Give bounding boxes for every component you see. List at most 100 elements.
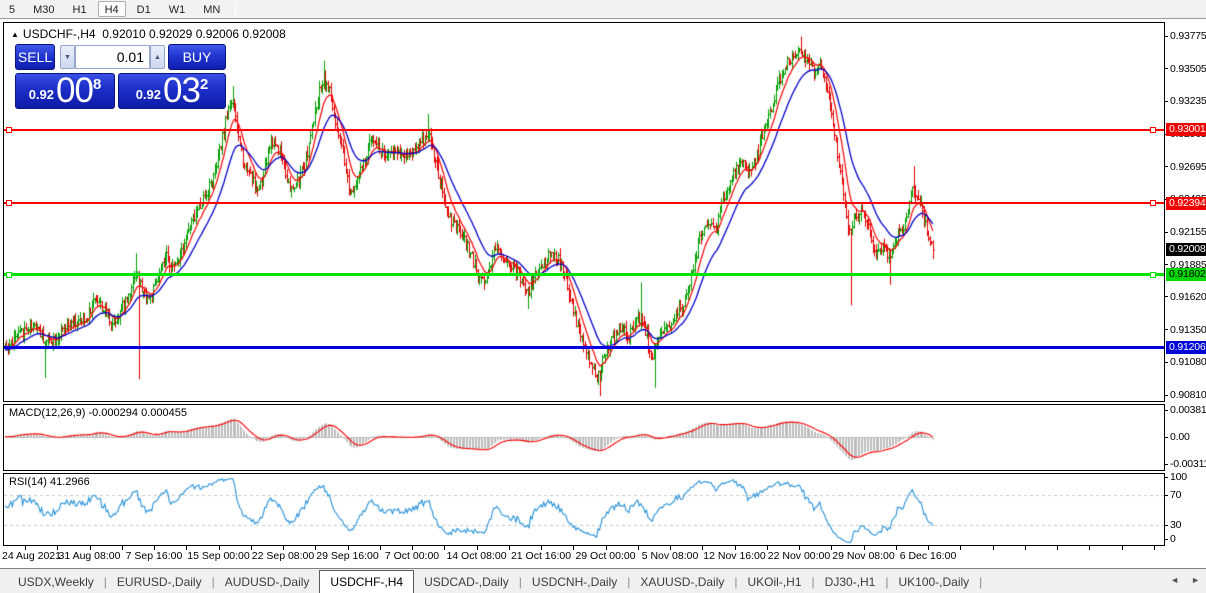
price-axis-tick xyxy=(1164,361,1168,363)
time-axis-tick xyxy=(121,546,123,550)
time-axis-tick xyxy=(154,546,155,550)
line-handle[interactable] xyxy=(6,271,12,278)
timeframe-button-w1[interactable]: W1 xyxy=(168,4,186,16)
tab-uk100-daily[interactable]: UK100-,Daily xyxy=(898,575,970,589)
time-axis-label: 7 Sep 16:00 xyxy=(125,550,183,562)
chart-symbol-label: USDCHF-,H4 xyxy=(22,27,96,41)
buy-button[interactable]: BUY xyxy=(168,44,226,70)
tab-eurusd-daily[interactable]: EURUSD-,Daily xyxy=(116,575,202,589)
price-axis-label: 0.93775 xyxy=(1170,30,1206,42)
chart-tabs-bar: USDX,Weekly | EURUSD-,Daily | AUDUSD-,Daily U… xyxy=(0,568,1206,593)
tab-separator: | xyxy=(734,575,738,589)
tab-separator: | xyxy=(211,575,215,589)
time-axis-tick xyxy=(218,546,220,550)
sell-price-pip: 8 xyxy=(92,76,102,93)
buy-price-pip: 2 xyxy=(199,76,209,93)
time-axis-tick xyxy=(25,546,26,550)
tab-usdx-weekly[interactable]: USDX,Weekly xyxy=(18,575,94,589)
rsi-axis-label: 30 xyxy=(1170,519,1182,531)
tab-audusd-daily[interactable]: AUDUSD-,Daily xyxy=(224,575,310,589)
timeframe-button-h1[interactable]: H1 xyxy=(72,4,87,16)
sell-price-display[interactable]: 0.92 00 8 xyxy=(15,73,115,109)
tab-separator: | xyxy=(811,575,815,589)
price-axis-tick xyxy=(1164,329,1168,331)
macd-chart-canvas[interactable] xyxy=(4,405,1164,470)
price-tag-0.91802: 0.91802 xyxy=(1166,268,1206,282)
time-axis-tick xyxy=(1089,546,1091,550)
timeframe-button-h4[interactable]: H4 xyxy=(97,1,126,17)
chart-ohlc-readout: 0.92010 0.92029 0.92006 0.92008 xyxy=(102,27,286,41)
sell-button[interactable]: SELL xyxy=(15,44,55,70)
buy-price-display[interactable]: 0.92 03 2 xyxy=(118,73,226,109)
price-axis-label: 0.91350 xyxy=(1170,323,1206,336)
price-axis-label: 0.91885 xyxy=(1170,258,1206,271)
chevron-down-icon: ▼ xyxy=(64,53,71,61)
line-handle[interactable] xyxy=(1150,126,1156,133)
tab-xauusd-daily[interactable]: XAUUSD-,Daily xyxy=(640,575,725,589)
price-axis-label: 0.92695 xyxy=(1170,160,1206,173)
line-handle[interactable] xyxy=(1150,200,1156,207)
line-handle[interactable] xyxy=(1150,271,1156,278)
chart-header: ▲ USDCHF-,H4 0.92010 0.92029 0.92006 0.92… xyxy=(11,27,286,41)
tab-usdchf-h4[interactable]: USDCHF-,H4 xyxy=(319,570,415,593)
price-axis-label: 0.91620 xyxy=(1170,290,1206,303)
price-axis-label: 0.93235 xyxy=(1170,95,1206,108)
timeframe-button-5[interactable]: 5 xyxy=(9,4,16,16)
collapse-panel-icon[interactable]: ▲ xyxy=(11,30,19,39)
time-axis-tick xyxy=(895,546,897,550)
tab-separator: | xyxy=(103,575,107,589)
time-axis-tick xyxy=(1024,546,1026,550)
time-axis-tick xyxy=(702,546,704,550)
macd-axis-label: 0.003811 xyxy=(1170,404,1206,416)
price-axis-tick xyxy=(1164,68,1168,70)
time-axis-label: 6 Dec 16:00 xyxy=(899,550,957,562)
time-axis-tick xyxy=(283,546,284,550)
time-axis-tick xyxy=(57,546,59,550)
tab-ukoil-h1[interactable]: UKOil-,H1 xyxy=(747,575,802,589)
volume-increase-button[interactable]: ▲ xyxy=(150,45,165,69)
time-axis-tick xyxy=(960,546,962,550)
macd-axis-label: -0.003115 xyxy=(1170,458,1206,470)
rsi-axis-label: 0 xyxy=(1170,533,1176,545)
horizontal-line-0.93001[interactable] xyxy=(4,128,1164,131)
time-axis-tick xyxy=(766,546,768,550)
time-axis-tick xyxy=(508,546,510,550)
time-axis-label: 24 Aug 2021 xyxy=(2,550,61,562)
timeframe-button-m30[interactable]: M30 xyxy=(33,4,55,16)
time-axis-label: 29 Nov 08:00 xyxy=(832,550,895,562)
price-axis-tick xyxy=(1164,231,1168,233)
time-axis-tick xyxy=(379,546,381,550)
macd-axis-label: 0.00 xyxy=(1170,431,1190,443)
rsi-chart-canvas[interactable] xyxy=(4,474,1164,545)
volume-decrease-button[interactable]: ▼ xyxy=(60,45,75,69)
price-axis-tick xyxy=(1164,264,1168,266)
line-handle[interactable] xyxy=(6,126,12,133)
horizontal-line-0.91802[interactable] xyxy=(4,273,1164,277)
tab-dj30-h1[interactable]: DJ30-,H1 xyxy=(824,575,876,589)
time-axis-tick xyxy=(1057,546,1058,550)
time-axis-tick xyxy=(1153,546,1155,550)
time-axis-tick xyxy=(89,546,91,550)
time-axis-tick xyxy=(186,546,188,550)
timeframe-button-d1[interactable]: D1 xyxy=(136,4,151,16)
rsi-axis-tick xyxy=(1164,494,1168,496)
tab-usdcad-daily[interactable]: USDCAD-,Daily xyxy=(424,575,509,589)
volume-input[interactable] xyxy=(75,45,150,69)
price-tag-0.93001: 0.93001 xyxy=(1166,123,1206,137)
time-axis-label: 22 Sep 08:00 xyxy=(251,550,315,562)
price-axis-tick xyxy=(1164,166,1168,168)
timeframe-button-mn[interactable]: MN xyxy=(203,4,221,16)
tab-usdcnh-daily[interactable]: USDCNH-,Daily xyxy=(531,575,618,589)
buy-price-prefix: 0.92 xyxy=(135,87,162,102)
horizontal-line-0.91206[interactable] xyxy=(4,345,1164,349)
tab-separator: | xyxy=(627,575,631,589)
horizontal-line-0.92394[interactable] xyxy=(4,202,1164,205)
line-handle[interactable] xyxy=(6,200,12,207)
scroll-right-icon[interactable]: ► xyxy=(1191,575,1200,585)
scroll-left-icon[interactable]: ◄ xyxy=(1170,575,1180,585)
rsi-axis-label: 70 xyxy=(1170,489,1182,501)
price-axis-tick xyxy=(1164,35,1168,37)
time-axis-label: 22 Nov 00:00 xyxy=(767,550,831,562)
